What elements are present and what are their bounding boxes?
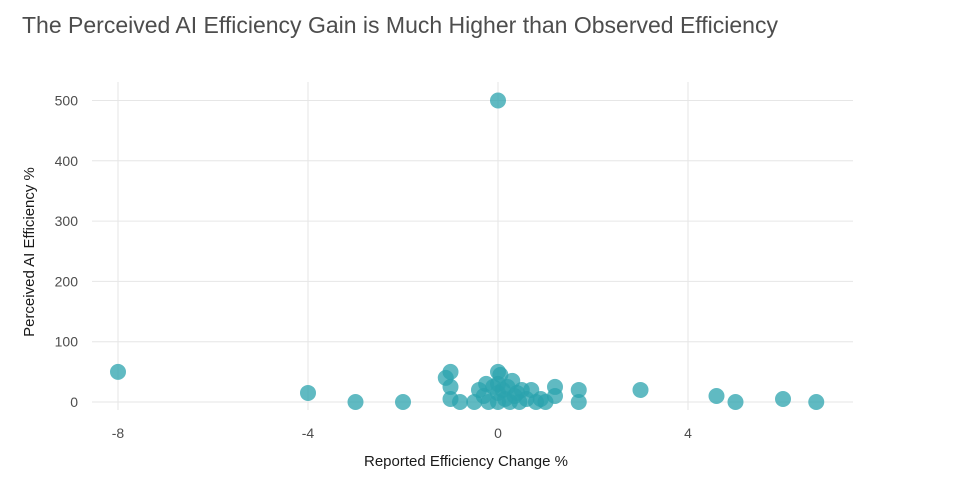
- x-axis-label: Reported Efficiency Change %: [364, 453, 568, 470]
- data-point: [110, 363, 126, 380]
- data-point: [570, 381, 587, 398]
- data-point: [347, 394, 364, 410]
- x-tick-label: -4: [302, 425, 315, 441]
- y-tick-label: 100: [55, 334, 79, 350]
- y-tick-label: 0: [70, 394, 78, 410]
- gridlines: [92, 82, 853, 410]
- x-tick-label: -8: [112, 425, 125, 441]
- x-tick-label: 4: [684, 425, 692, 441]
- data-points: [110, 92, 825, 410]
- chart-title: The Perceived AI Efficiency Gain is Much…: [22, 12, 778, 38]
- data-point: [490, 92, 506, 109]
- x-tick-label: 0: [494, 425, 502, 441]
- data-point: [570, 394, 587, 410]
- data-point: [808, 394, 825, 410]
- y-tick-label: 400: [55, 153, 79, 169]
- data-point: [708, 387, 725, 404]
- axis-ticks: -8 -4 0 4 0 100 200 300 400 500: [55, 93, 692, 442]
- data-point: [492, 366, 509, 383]
- data-point: [442, 378, 459, 395]
- data-point: [452, 394, 468, 410]
- data-point: [727, 394, 744, 410]
- data-point: [442, 363, 459, 380]
- data-point: [395, 394, 411, 410]
- data-point: [632, 381, 649, 398]
- y-tick-label: 300: [55, 213, 79, 229]
- data-point: [775, 390, 791, 407]
- data-point: [300, 384, 316, 401]
- y-tick-label: 500: [55, 93, 79, 109]
- data-point: [547, 378, 563, 395]
- y-tick-label: 200: [55, 273, 79, 289]
- y-axis-label: Perceived AI Efficiency %: [21, 167, 38, 337]
